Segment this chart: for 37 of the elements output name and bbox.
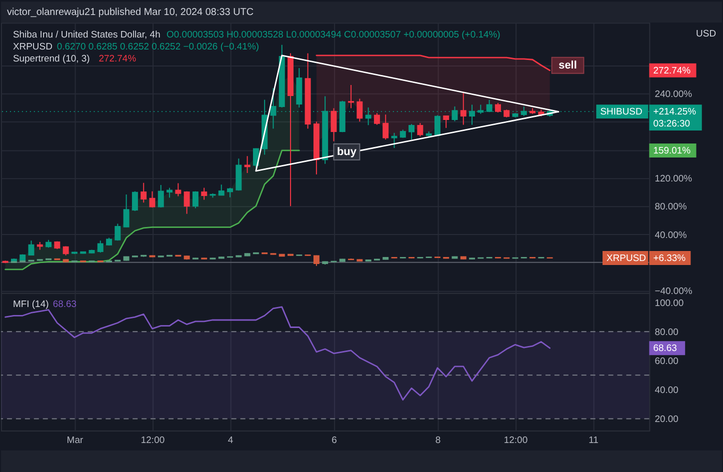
y-tick-label: 20.00 bbox=[654, 414, 678, 426]
y-tick-label: 80.00% bbox=[654, 202, 688, 213]
text: 272.74% bbox=[653, 65, 692, 76]
y-tick-label: 240.00% bbox=[654, 88, 693, 100]
y-tick-label: −40.00% bbox=[654, 286, 693, 298]
text: 68.63 bbox=[653, 343, 677, 354]
y-tick-label: 100.00 bbox=[654, 298, 684, 310]
x-tick-label: 6 bbox=[332, 434, 337, 446]
text: XRPUSD bbox=[12, 42, 52, 53]
x-tick-label: 8 bbox=[435, 434, 441, 446]
y-tick-label: 40.00 bbox=[654, 385, 678, 396]
x-tick-label: 12:00 bbox=[504, 434, 528, 446]
x-tick-label: Mar bbox=[66, 434, 84, 446]
text: victor_olanrewaju21 published Mar 10, 2024 08:33 UTC bbox=[6, 7, 254, 18]
annotation: sell bbox=[558, 59, 577, 72]
x-tick-label: 4 bbox=[228, 434, 234, 446]
x-tick-label: 11 bbox=[588, 434, 598, 446]
y-tick-label: 60.00 bbox=[654, 356, 678, 368]
legend-label: XRPUSD bbox=[606, 252, 646, 264]
y-tick-label: 40.00% bbox=[654, 230, 688, 241]
text: MFI (14) bbox=[12, 298, 49, 310]
text: 03:26:30 bbox=[653, 118, 690, 130]
annotation: 272.74% bbox=[98, 53, 137, 64]
text: SHIBUSD bbox=[600, 106, 642, 118]
text: +6.33% bbox=[653, 252, 686, 264]
y-tick-label: 120.00% bbox=[654, 173, 693, 184]
y-tick-label: 80.00 bbox=[654, 327, 678, 338]
annotation: 68.63 bbox=[52, 298, 77, 310]
annotation: 0.6270 0.6285 0.6252 0.6252 −0.0026 (−0.41%) bbox=[56, 42, 260, 53]
annotation: Supertrend (10, 3) bbox=[12, 53, 90, 64]
annotation: O0.00003503 H0.00003528 L0.00003494 C0.00003507 +0.00000005 (+0.14%) bbox=[166, 30, 500, 41]
x-tick-label: 12:00 bbox=[140, 434, 165, 446]
text: Shiba Inu / United States Dollar, 4h bbox=[12, 30, 160, 41]
text: 159.01% bbox=[653, 145, 692, 156]
text: +214.25% bbox=[653, 106, 697, 118]
annotation: buy bbox=[336, 146, 358, 158]
text: USD bbox=[696, 28, 716, 40]
